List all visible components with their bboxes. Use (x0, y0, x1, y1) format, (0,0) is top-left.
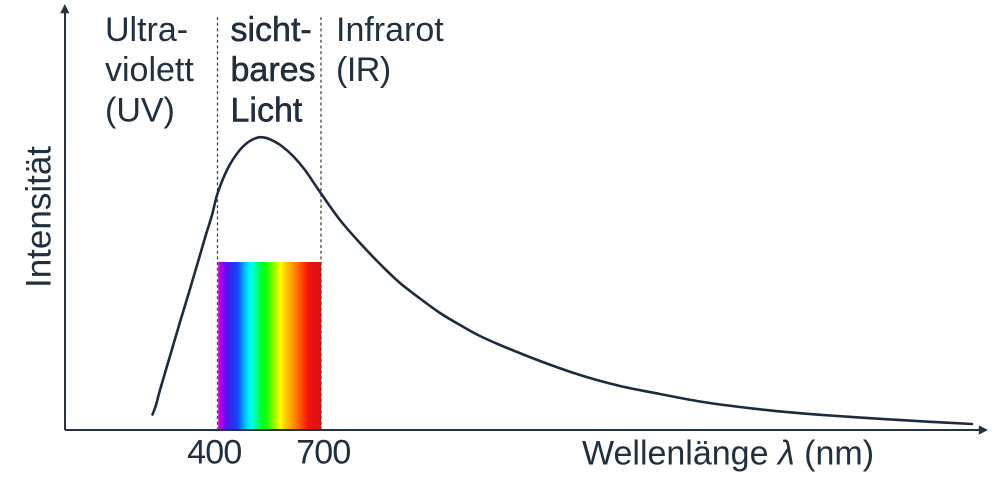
svg-text:sicht-: sicht- (231, 11, 312, 49)
svg-text:Wellenlänge λ (nm): Wellenlänge λ (nm) (582, 435, 874, 473)
svg-text:Ultra-: Ultra- (105, 11, 188, 49)
svg-text:violett: violett (105, 51, 194, 89)
svg-text:(UV): (UV) (105, 92, 175, 130)
svg-text:(IR): (IR) (336, 51, 391, 89)
svg-text:Infrarot: Infrarot (336, 11, 444, 49)
svg-text:bares: bares (231, 51, 316, 89)
svg-text:Licht: Licht (231, 92, 303, 130)
svg-text:Intensität: Intensität (20, 146, 59, 288)
svg-text:400: 400 (187, 433, 241, 471)
svg-text:700: 700 (296, 433, 350, 471)
